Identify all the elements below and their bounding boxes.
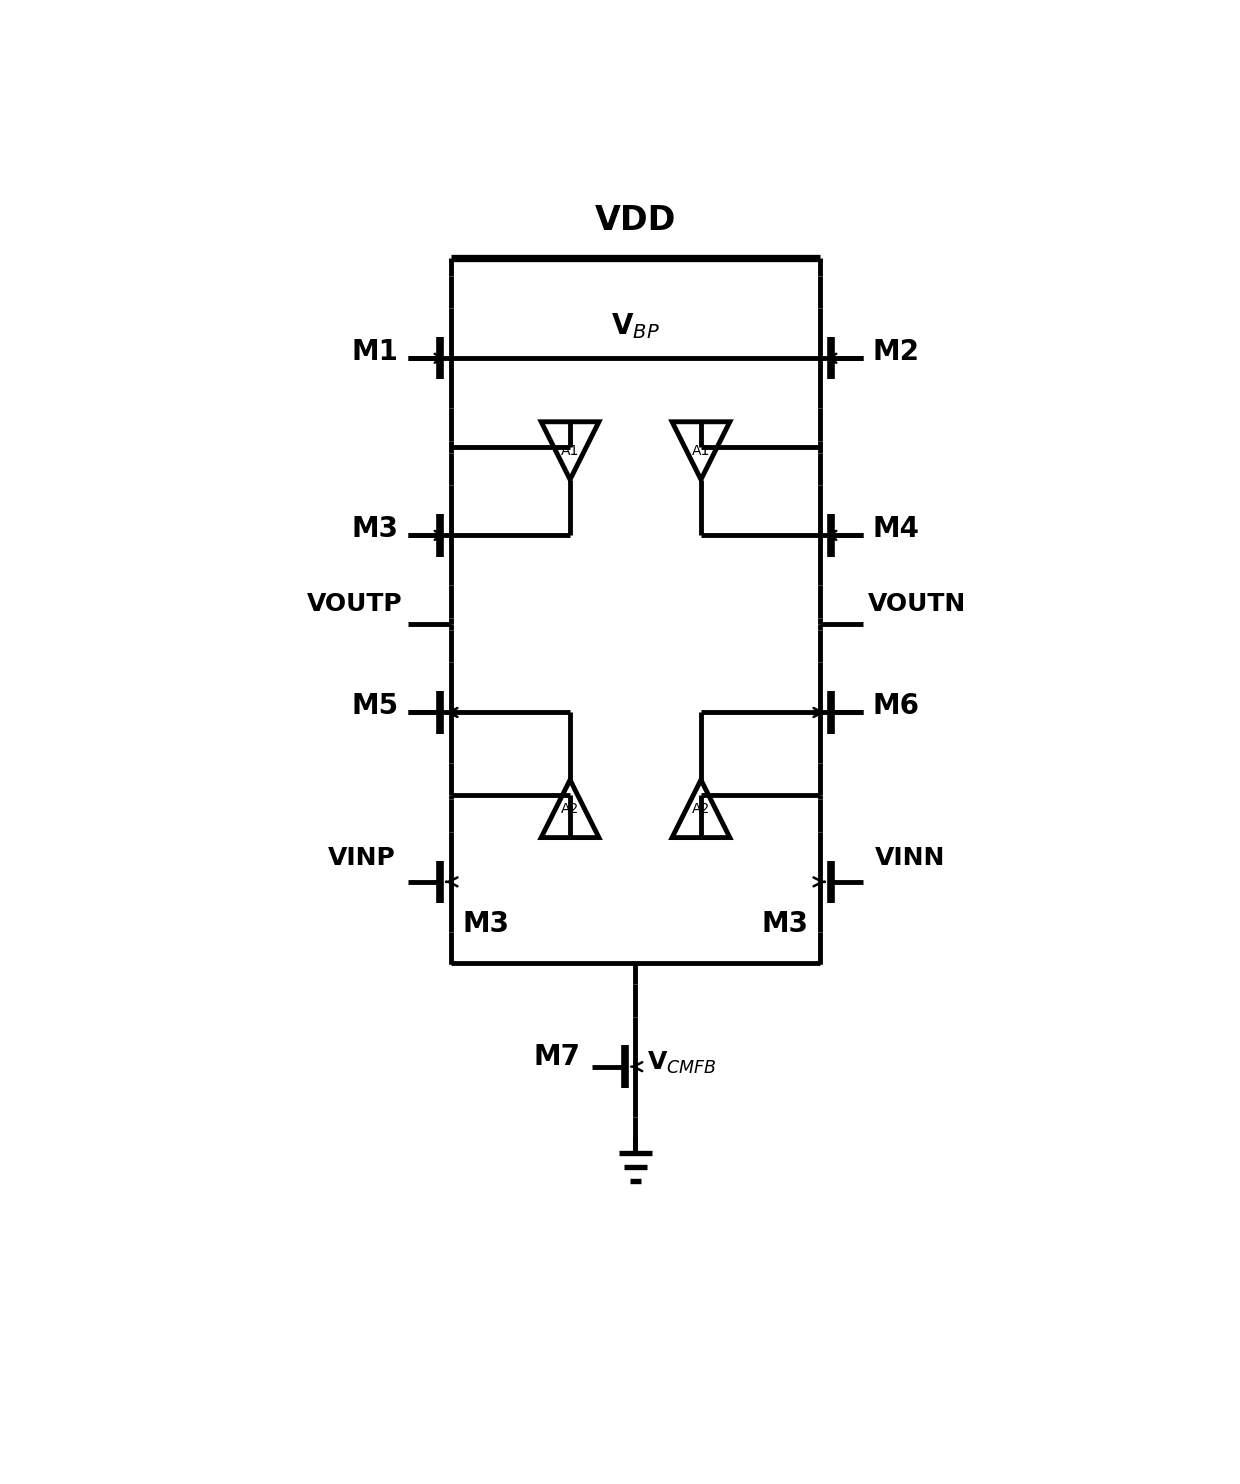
Text: VINN: VINN <box>875 846 945 870</box>
Text: A2: A2 <box>692 801 711 816</box>
Text: VDD: VDD <box>595 203 676 236</box>
Text: A1: A1 <box>560 444 579 457</box>
Text: M1: M1 <box>351 338 398 367</box>
Text: M7: M7 <box>534 1043 580 1071</box>
Text: A1: A1 <box>692 444 711 457</box>
Text: M4: M4 <box>873 515 920 543</box>
Text: A2: A2 <box>560 801 579 816</box>
Text: VINP: VINP <box>329 846 396 870</box>
Text: M6: M6 <box>873 693 920 720</box>
Text: M3: M3 <box>351 515 398 543</box>
Text: M5: M5 <box>351 693 398 720</box>
Text: V$_{CMFB}$: V$_{CMFB}$ <box>647 1049 717 1076</box>
Text: VOUTP: VOUTP <box>308 592 403 616</box>
Text: M3: M3 <box>463 910 510 938</box>
Text: M2: M2 <box>873 338 920 367</box>
Text: VOUTN: VOUTN <box>868 592 966 616</box>
Text: V$_{BP}$: V$_{BP}$ <box>611 312 660 341</box>
Text: M3: M3 <box>761 910 808 938</box>
